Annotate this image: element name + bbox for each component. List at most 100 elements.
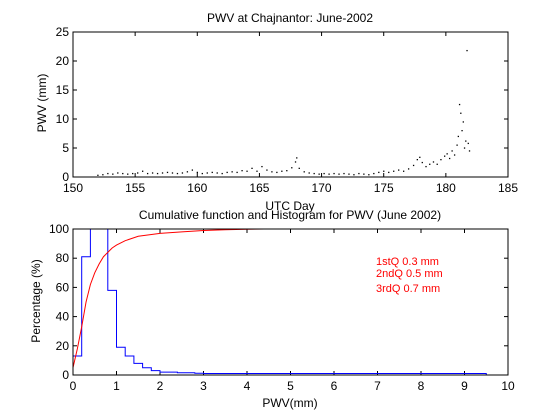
pwv-data-point xyxy=(276,171,278,174)
chart-2-x-tick-label: 7 xyxy=(374,379,381,393)
pwv-data-point xyxy=(460,112,462,114)
chart-2-x-tick-label: 9 xyxy=(461,379,468,393)
pwv-data-point xyxy=(463,147,466,149)
chart-1-x-tick-label: 185 xyxy=(498,181,518,195)
pwv-data-point xyxy=(378,171,380,174)
pwv-data-point xyxy=(458,103,461,106)
pwv-data-point xyxy=(122,172,124,175)
chart-1-x-tick-label: 170 xyxy=(312,181,332,195)
pwv-data-point xyxy=(444,155,446,157)
pwv-data-point xyxy=(363,173,365,175)
pwv-data-point xyxy=(456,144,458,146)
chart-1-data-points xyxy=(97,49,471,176)
pwv-data-point xyxy=(117,172,119,174)
pwv-data-point xyxy=(231,171,233,173)
pwv-data-point xyxy=(333,172,335,175)
pwv-data-point xyxy=(251,167,253,169)
pwv-data-point xyxy=(186,171,189,173)
chart-1-title: PWV at Chajnantor: June-2002 xyxy=(207,11,373,25)
pwv-data-point xyxy=(398,169,400,171)
chart-2-xlabel: PWV(mm) xyxy=(262,396,317,410)
pwv-data-point xyxy=(343,172,345,175)
quartile-annotations: 1stQ 0.3 mm 2ndQ 0.5 mm 3rdQ 0.7 mm xyxy=(376,256,443,295)
pwv-data-point xyxy=(146,172,149,175)
pwv-data-point xyxy=(448,157,451,160)
chart-1-y-tick-label: 25 xyxy=(56,25,70,39)
pwv-cumulative-histogram-chart: Cumulative function and Histogram for PW… xyxy=(29,208,515,410)
chart-2-y-tick-label: 0 xyxy=(62,368,69,382)
pwv-data-point xyxy=(296,157,298,159)
pwv-data-point xyxy=(393,170,395,172)
pwv-data-point xyxy=(467,142,469,145)
pwv-data-point xyxy=(211,171,213,174)
pwv-data-point xyxy=(161,172,164,174)
pwv-data-point xyxy=(266,169,268,171)
pwv-data-point xyxy=(353,174,355,176)
pwv-data-point xyxy=(281,170,283,172)
pwv-data-point xyxy=(440,159,442,161)
chart-2-x-tick-label: 3 xyxy=(200,379,207,393)
pwv-data-point xyxy=(156,172,159,175)
pwv-data-point xyxy=(201,172,203,175)
pwv-data-point xyxy=(286,170,288,172)
pwv-data-point xyxy=(191,169,194,171)
pwv-data-point xyxy=(318,173,320,175)
pwv-time-series-chart: PWV at Chajnantor: June-2002 PWV (mm) UT… xyxy=(35,11,518,213)
pwv-data-point xyxy=(137,172,139,174)
pwv-data-point xyxy=(323,172,325,175)
pwv-data-point xyxy=(416,159,418,161)
chart-2-x-tick-label: 8 xyxy=(418,379,425,393)
chart-2-y-tick-label: 100 xyxy=(49,222,69,236)
pwv-data-point xyxy=(383,170,385,172)
chart-1-x-tick-label: 155 xyxy=(125,181,145,195)
pwv-data-point xyxy=(412,164,415,167)
pwv-data-point xyxy=(171,172,174,174)
pwv-data-point xyxy=(112,173,114,175)
pwv-data-point xyxy=(457,135,459,138)
pwv-data-point xyxy=(462,121,464,123)
pwv-data-point xyxy=(388,171,390,174)
pwv-data-point xyxy=(338,173,340,175)
pwv-data-point xyxy=(216,172,218,174)
pwv-data-point xyxy=(465,140,467,142)
pwv-data-point xyxy=(151,172,154,174)
pwv-data-point xyxy=(221,172,223,175)
quartile-annotation-3: 3rdQ 0.7 mm xyxy=(376,283,440,295)
pwv-data-point xyxy=(453,154,456,156)
pwv-data-point xyxy=(246,170,248,172)
chart-2-x-tick-label: 0 xyxy=(70,379,77,393)
pwv-data-point xyxy=(206,172,208,174)
chart-2-ylabel: Percentage (%) xyxy=(29,259,43,342)
pwv-data-point xyxy=(461,130,463,132)
pwv-data-point xyxy=(256,170,258,172)
chart-1-xlabel: UTC Day xyxy=(265,199,314,213)
chart-2-y-tick-label: 40 xyxy=(56,310,70,324)
pwv-data-point xyxy=(142,170,144,172)
pwv-data-point xyxy=(421,161,423,164)
chart-1-x-tick-label: 175 xyxy=(374,181,394,195)
chart-2-axes-frame xyxy=(72,228,509,376)
quartile-annotation-1: 1stQ 0.3 mm xyxy=(376,256,439,268)
pwv-data-point xyxy=(358,172,360,175)
pwv-data-point xyxy=(466,49,468,52)
chart-1-axes-frame xyxy=(72,31,509,178)
pwv-data-point xyxy=(107,172,109,175)
pwv-data-point xyxy=(271,171,273,173)
chart-2-y-tick-label: 20 xyxy=(56,339,70,353)
pwv-data-point xyxy=(132,172,134,175)
pwv-data-point xyxy=(451,150,453,152)
chart-2-x-tick-label: 6 xyxy=(331,379,338,393)
pwv-data-point xyxy=(102,174,104,176)
chart-2-y-tick-label: 60 xyxy=(56,280,70,294)
chart-1-x-tick-label: 180 xyxy=(436,181,456,195)
chart-1-y-tick-label: 5 xyxy=(62,141,69,155)
pwv-data-point xyxy=(166,171,169,174)
chart-1-y-tick-label: 0 xyxy=(62,170,69,184)
chart-1-x-tick-label: 160 xyxy=(187,181,207,195)
pwv-data-point xyxy=(432,161,435,163)
pwv-data-point xyxy=(446,153,448,155)
pwv-data-point xyxy=(261,165,263,168)
pwv-data-point xyxy=(127,173,129,175)
